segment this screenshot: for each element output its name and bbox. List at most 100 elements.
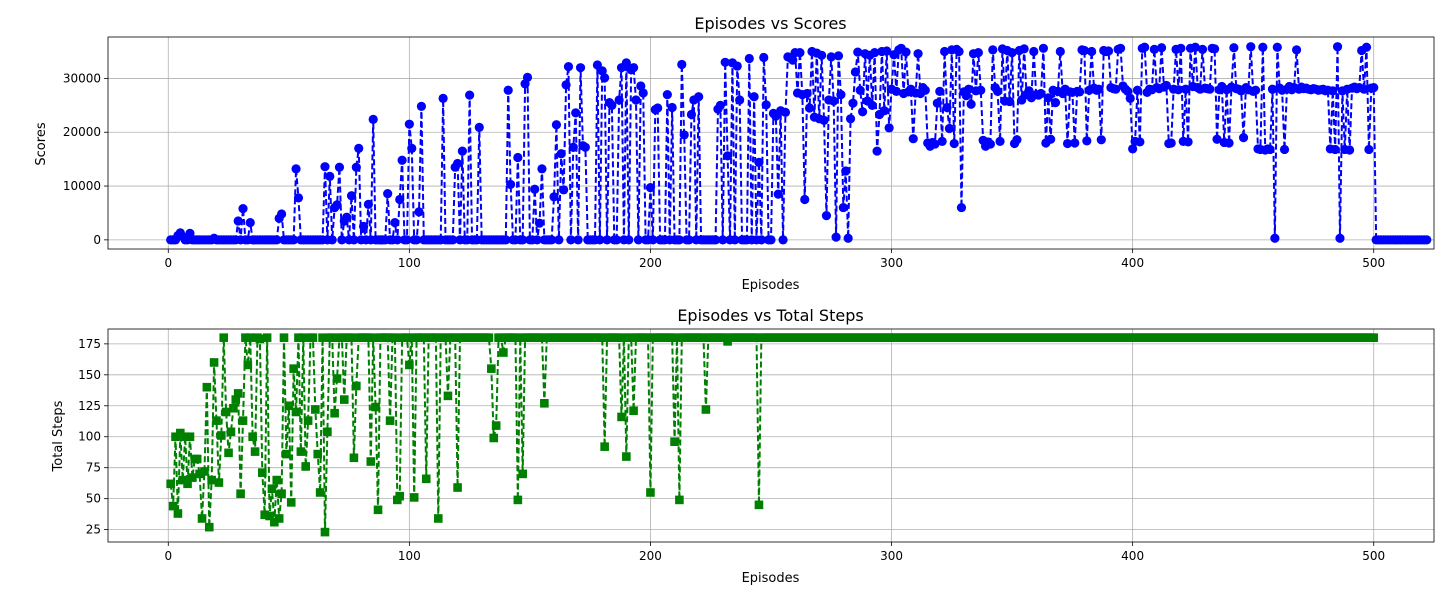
steps-data-point <box>236 489 245 498</box>
scores-data-point <box>735 95 745 105</box>
steps-data-point <box>515 333 525 342</box>
steps-data-point <box>600 442 609 451</box>
steps-subplot: Episodes vs Total Steps 0 100 200 300 400 500… <box>51 306 1435 586</box>
steps-data-point <box>672 333 682 342</box>
steps-data-point <box>339 395 349 404</box>
scores-data-point <box>1267 84 1278 94</box>
scores-data-point <box>448 235 458 245</box>
steps-data-point <box>646 488 655 497</box>
scores-data-point <box>1361 42 1372 52</box>
steps-data-point <box>272 475 282 485</box>
scores-data-point <box>848 98 858 108</box>
scores-data-point <box>1265 144 1275 155</box>
scores-data-point <box>1212 134 1222 144</box>
steps-data-point <box>667 333 677 342</box>
steps-data-point <box>173 509 183 518</box>
scores-data-point <box>1123 86 1133 96</box>
steps-data-point <box>233 389 243 398</box>
scores-chart-title: Episodes vs Scores <box>694 14 846 33</box>
scores-data-point <box>870 48 880 58</box>
scores-data-point <box>913 49 923 59</box>
scores-data-point <box>1055 46 1065 57</box>
steps-data-point <box>443 391 453 401</box>
scores-data-point <box>850 67 860 77</box>
scores-data-point <box>566 235 576 245</box>
scores-data-point <box>402 235 412 245</box>
scores-data-point <box>684 235 694 245</box>
steps-data-point <box>202 382 212 392</box>
scores-data-point <box>245 218 255 228</box>
steps-data-point <box>298 333 308 342</box>
steps-y-tick-label: 50 <box>86 492 101 506</box>
scores-grid <box>108 37 1434 249</box>
steps-data-point <box>212 416 221 425</box>
steps-data-point <box>267 484 277 494</box>
scores-data-point <box>720 57 730 67</box>
steps-data-point <box>405 360 414 370</box>
scores-data-point <box>276 209 287 219</box>
scores-data-point <box>1043 93 1053 103</box>
steps-x-tick-label: 0 <box>164 549 172 563</box>
scores-data-point <box>1270 233 1280 243</box>
scores-data-point <box>1190 42 1200 52</box>
scores-data-point <box>821 211 832 221</box>
scores-data-point <box>334 162 345 172</box>
scores-data-point <box>549 192 559 202</box>
scores-data-point <box>804 103 815 113</box>
scores-data-point <box>939 46 950 57</box>
scores-data-point <box>293 193 304 203</box>
scores-data-point <box>614 95 624 105</box>
steps-data-point <box>484 333 494 342</box>
scores-data-point <box>826 52 836 62</box>
scores-data-point <box>867 100 877 110</box>
scores-x-tick-label: 0 <box>164 256 172 270</box>
steps-data-point <box>332 374 342 383</box>
scores-data-point <box>518 235 528 245</box>
scores-data-point <box>358 221 369 231</box>
steps-data-point <box>197 514 207 523</box>
scores-series <box>166 42 1432 245</box>
scores-data-point <box>1330 144 1340 155</box>
scores-data-point <box>1205 84 1215 94</box>
scores-data-point <box>547 235 557 245</box>
scores-data-point <box>1258 42 1268 52</box>
scores-data-point <box>327 235 337 245</box>
steps-data-point <box>204 522 214 532</box>
scores-data-point <box>730 235 740 245</box>
steps-data-point <box>311 405 320 414</box>
scores-data-point <box>1328 86 1338 96</box>
steps-data-point <box>421 474 431 484</box>
steps-data-point <box>419 333 429 342</box>
scores-data-point <box>289 235 299 245</box>
steps-data-point <box>282 449 291 459</box>
steps-data-point <box>622 452 631 461</box>
steps-data-point <box>409 493 419 502</box>
scores-data-point <box>891 86 901 96</box>
scores-data-point <box>858 107 868 117</box>
steps-data-point <box>626 333 636 342</box>
scores-data-point <box>773 189 783 199</box>
scores-data-point <box>390 218 400 228</box>
scores-data-point <box>756 235 766 245</box>
scores-data-point <box>1062 138 1073 149</box>
scores-data-point <box>628 63 639 73</box>
scores-data-point <box>1087 46 1097 57</box>
steps-data-point <box>617 412 626 422</box>
scores-data-point <box>1103 46 1114 56</box>
scores-data-point <box>920 85 930 95</box>
steps-data-point <box>629 406 638 416</box>
scores-data-point <box>1149 44 1159 54</box>
steps-data-point <box>390 333 400 342</box>
scores-data-point <box>1125 93 1135 103</box>
scores-subplot: Episodes vs Scores 0 100 200 300 400 500 0 1000… <box>34 14 1435 293</box>
scores-data-point <box>718 235 728 245</box>
scores-data-point <box>674 235 684 245</box>
scores-data-point <box>788 55 798 65</box>
scores-data-point <box>534 218 545 228</box>
steps-data-point <box>185 432 195 442</box>
steps-data-point <box>248 432 257 442</box>
scores-data-point <box>1075 87 1085 97</box>
scores-data-point <box>1279 144 1290 155</box>
scores-data-point <box>780 107 791 117</box>
